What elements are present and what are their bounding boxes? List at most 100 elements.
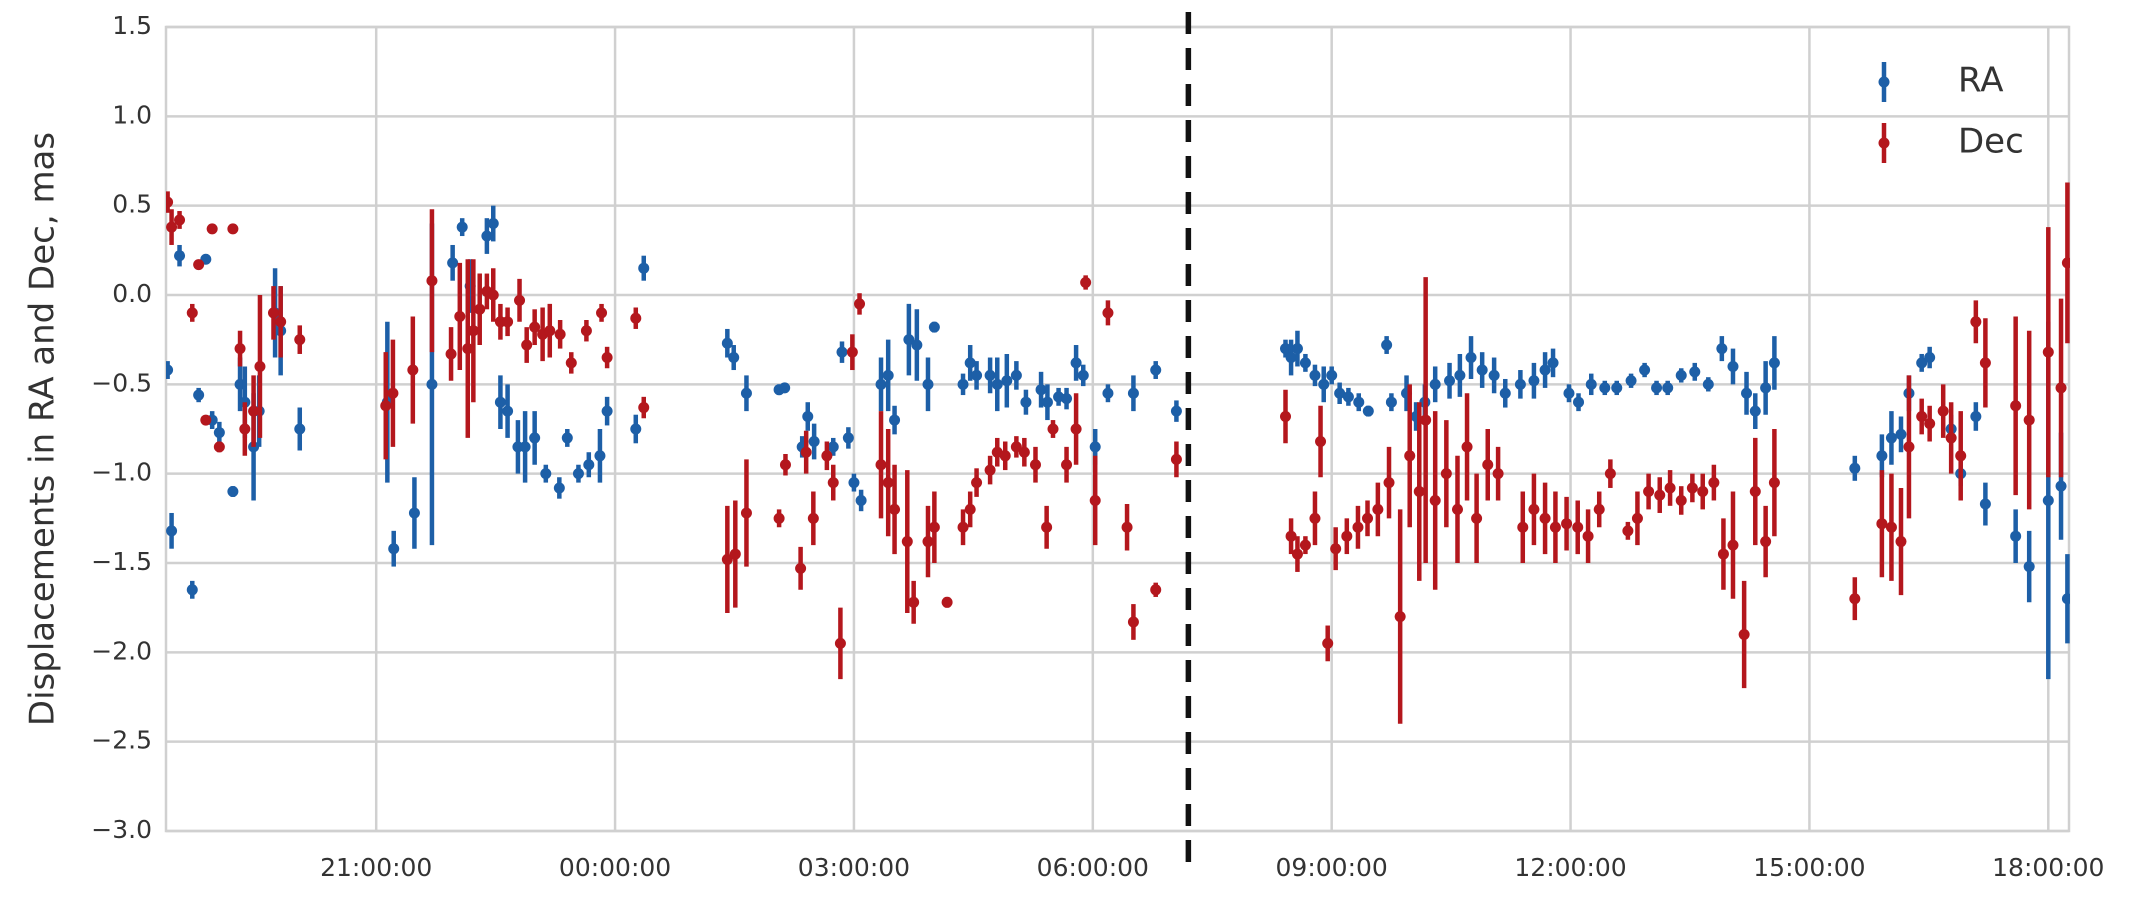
data-point xyxy=(2055,480,2067,492)
data-point xyxy=(572,468,584,480)
data-point xyxy=(834,637,846,649)
y-tick-label: 1.5 xyxy=(112,11,152,40)
data-point xyxy=(1528,503,1540,515)
data-point xyxy=(882,369,894,381)
data-point xyxy=(494,396,506,408)
data-point xyxy=(1322,637,1334,649)
data-point xyxy=(957,521,969,533)
data-point xyxy=(166,221,178,233)
data-point xyxy=(1708,477,1720,489)
data-point xyxy=(1849,462,1861,474)
data-point xyxy=(529,321,541,333)
data-point xyxy=(1102,307,1114,319)
data-point xyxy=(1041,521,1053,533)
data-point xyxy=(1010,441,1022,453)
data-point xyxy=(1309,369,1321,381)
legend-marker xyxy=(1878,76,1890,88)
data-point xyxy=(1381,339,1393,351)
data-point xyxy=(1020,396,1032,408)
data-point xyxy=(903,334,915,346)
data-point xyxy=(1342,391,1354,403)
data-point xyxy=(1970,410,1982,422)
data-point xyxy=(1318,378,1330,390)
data-point xyxy=(971,369,983,381)
data-point xyxy=(2010,400,2022,412)
data-point xyxy=(467,325,479,337)
data-point xyxy=(1937,405,1949,417)
data-point xyxy=(971,477,983,489)
data-point xyxy=(1041,396,1053,408)
data-point xyxy=(1611,382,1623,394)
data-point xyxy=(1955,450,1967,462)
data-point xyxy=(1916,357,1928,369)
data-point xyxy=(426,378,438,390)
data-point xyxy=(854,298,866,310)
data-point xyxy=(1291,343,1303,355)
y-tick-label: 0.0 xyxy=(112,279,152,308)
data-point xyxy=(1280,410,1292,422)
data-point xyxy=(1385,396,1397,408)
data-point xyxy=(388,543,400,555)
data-point xyxy=(889,414,901,426)
data-point xyxy=(1689,366,1701,378)
data-point xyxy=(1895,536,1907,548)
y-tick-label: −1.5 xyxy=(91,547,152,576)
y-tick-label: −2.5 xyxy=(91,726,152,755)
data-point xyxy=(911,339,923,351)
data-point xyxy=(728,352,740,364)
data-point xyxy=(1077,369,1089,381)
data-point xyxy=(514,294,526,306)
data-point xyxy=(1010,369,1022,381)
data-point xyxy=(882,477,894,489)
data-point xyxy=(166,196,174,208)
data-point xyxy=(1299,357,1311,369)
x-tick-label: 15:00:00 xyxy=(1753,853,1865,882)
data-point xyxy=(922,378,934,390)
data-point xyxy=(267,307,279,319)
data-point xyxy=(1102,387,1114,399)
data-point xyxy=(553,482,565,494)
data-point xyxy=(1582,530,1594,542)
data-point xyxy=(2055,382,2067,394)
data-point xyxy=(2061,593,2070,605)
data-point xyxy=(941,596,953,608)
data-point xyxy=(206,223,218,235)
data-point xyxy=(1070,357,1082,369)
data-point xyxy=(1639,364,1651,376)
x-tick-label: 18:00:00 xyxy=(1992,853,2104,882)
data-point xyxy=(2042,346,2054,358)
data-point xyxy=(234,343,246,355)
data-point xyxy=(773,512,785,524)
data-point xyxy=(1492,468,1504,480)
data-point xyxy=(445,348,457,360)
data-point xyxy=(1585,378,1597,390)
data-point xyxy=(1001,375,1013,387)
data-point xyxy=(1876,450,1888,462)
data-point xyxy=(1035,384,1047,396)
x-tick-label: 12:00:00 xyxy=(1514,853,1626,882)
data-point xyxy=(1622,525,1634,537)
data-point xyxy=(519,441,531,453)
data-point xyxy=(2023,414,2035,426)
data-point xyxy=(426,275,438,287)
data-point xyxy=(1599,382,1611,394)
data-point xyxy=(580,325,592,337)
legend-marker xyxy=(1878,137,1890,149)
data-point xyxy=(1451,503,1463,515)
data-point xyxy=(1885,521,1897,533)
data-point xyxy=(1717,548,1729,560)
data-point xyxy=(2042,494,2054,506)
data-point xyxy=(1643,486,1655,498)
data-point xyxy=(1561,518,1573,530)
data-point xyxy=(601,352,613,364)
y-tick-label: 1.0 xyxy=(112,100,152,129)
data-point xyxy=(802,410,814,422)
data-point xyxy=(1429,494,1441,506)
data-point xyxy=(928,321,940,333)
data-point xyxy=(1372,503,1384,515)
data-point xyxy=(1749,486,1761,498)
data-point xyxy=(638,262,650,274)
data-point xyxy=(1517,521,1529,533)
data-point xyxy=(213,441,225,453)
data-point xyxy=(999,450,1011,462)
